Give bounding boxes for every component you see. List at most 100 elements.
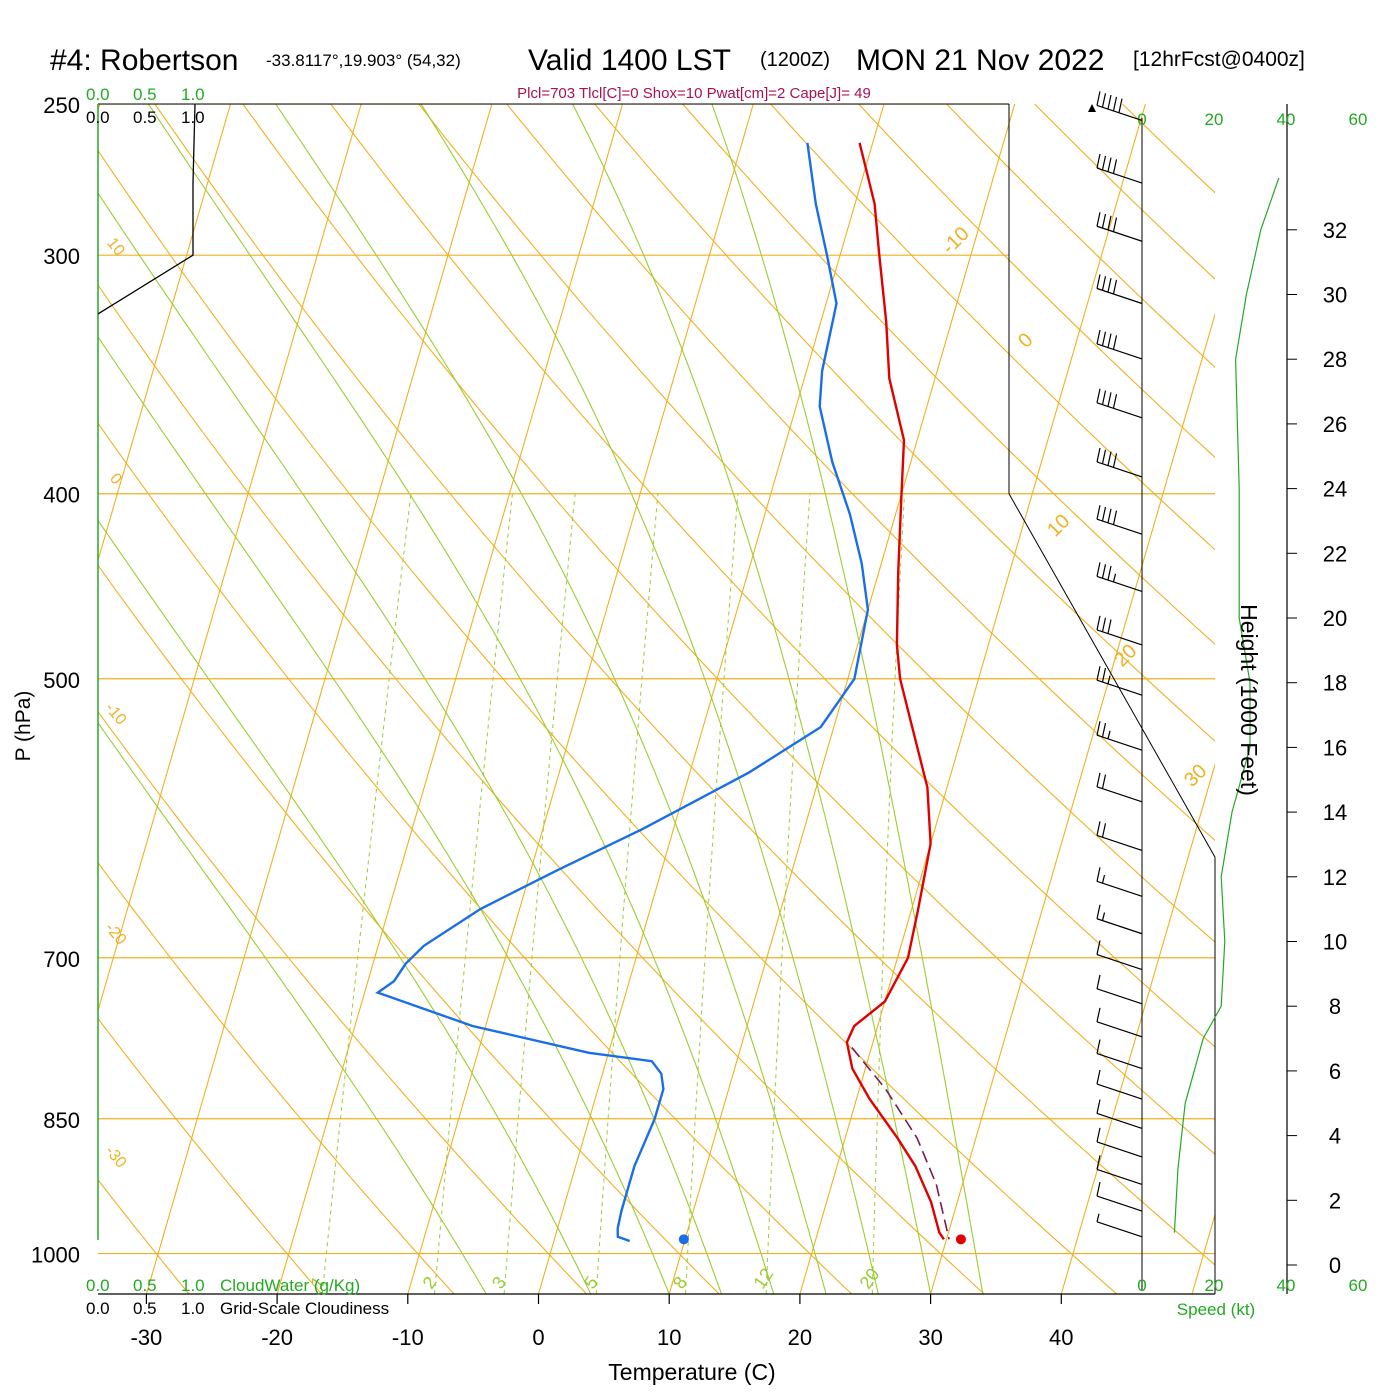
pressure-tick-label: 700 — [43, 947, 80, 972]
isotherm-line — [407, 104, 754, 1294]
wind-barb-staff — [1096, 1168, 1143, 1185]
isotherm-line — [98, 104, 362, 1013]
wind-barb-flag — [1101, 213, 1107, 229]
wind-barb — [1096, 91, 1143, 121]
height-tick-label: 16 — [1323, 735, 1347, 760]
wind-barb-flag — [1107, 94, 1112, 110]
wind-barb-flag — [1096, 940, 1101, 955]
dry-adiabat-label: -30 — [102, 1143, 130, 1172]
isotherm-line — [1060, 762, 1215, 1294]
mixing-ratio-line — [871, 493, 905, 1294]
wind-barb-flag — [1112, 279, 1118, 295]
wind-barb — [1096, 1213, 1143, 1238]
mixing-ratio-label: 20 — [856, 1264, 884, 1292]
isotherm-label: 30 — [1180, 760, 1211, 791]
dry-adiabat-label: -20 — [102, 920, 130, 949]
wind-barb-flag — [1096, 447, 1101, 463]
wind-barb-flag — [1101, 155, 1107, 170]
isotherm-line — [668, 104, 1016, 1294]
plot-frame — [97, 103, 1216, 1304]
wind-barb-staff — [1096, 1021, 1143, 1038]
isotherm-line — [1191, 1212, 1215, 1294]
isotherm-line — [276, 104, 624, 1294]
height-tick-label: 14 — [1323, 800, 1347, 825]
wind-barb-flag — [1096, 666, 1101, 681]
x-tick-label: 0 — [532, 1325, 544, 1350]
wind-barb — [1096, 562, 1143, 592]
isotherm-label: -10 — [938, 223, 974, 259]
wind-barb-staff — [1096, 1141, 1143, 1158]
dry-adiabat-line — [682, 104, 1215, 646]
speed-tick-label-bottom: 0 — [1137, 1276, 1146, 1295]
wind-barb — [1096, 388, 1143, 419]
wind-barb-flag — [1112, 335, 1118, 350]
wind-barb-staff — [1096, 1112, 1143, 1130]
y-axis-title: P (hPa) — [12, 691, 35, 762]
height-tick-label: 2 — [1329, 1188, 1341, 1213]
frame-right-diagonal — [1008, 493, 1216, 858]
height-tick-label: 18 — [1323, 671, 1347, 696]
wind-barb-flag — [1112, 217, 1118, 232]
wind-barb — [1096, 1099, 1143, 1130]
wind-barb-flag — [1101, 617, 1107, 632]
wind-barb-half-flag — [1096, 1213, 1100, 1222]
cloudiness-bottom-1: 0.5 — [133, 1299, 157, 1318]
cloudiness-top-1: 0.5 — [133, 108, 157, 127]
wind-barb-flag — [1101, 506, 1107, 522]
wind-barb-half-flag — [1107, 730, 1111, 739]
wind-barb-flag — [1096, 388, 1101, 403]
wind-barb-staff — [1096, 461, 1143, 478]
mixing-ratio-line — [595, 493, 659, 1294]
cloud-scale-bottom: 0.0 0.5 1.0 CloudWater (g/Kg) 0.0 0.5 1.… — [86, 1276, 389, 1318]
wind-barb-flag — [1112, 96, 1118, 111]
valid-time: Valid 1400 LST — [528, 44, 731, 77]
moist-adiabat-line — [275, 104, 827, 1294]
wind-barb-flag — [1096, 867, 1101, 882]
cloudiness-top-0: 0.0 — [86, 108, 110, 127]
height-tick-label: 28 — [1323, 347, 1347, 372]
station-coords: -33.8117°,19.903° (54,32) — [266, 51, 461, 70]
moist-adiabat-line — [420, 104, 879, 1294]
wind-barb-flag — [1107, 508, 1112, 523]
speed-tick-label-top: 40 — [1277, 110, 1296, 129]
wind-top-marker — [1088, 104, 1096, 112]
height-tick-label: 32 — [1323, 218, 1347, 243]
wind-barb-flag — [1101, 390, 1107, 405]
moist-adiabat-line — [147, 104, 775, 1294]
cloudwater-top-0: 0.0 — [86, 85, 110, 104]
wind-barb — [1096, 772, 1143, 803]
wind-barb-flag — [1101, 276, 1107, 291]
height-tick-label: 8 — [1329, 994, 1341, 1019]
speed-tick-label-top: 20 — [1205, 110, 1224, 129]
speed-tick-label-bottom: 20 — [1205, 1276, 1224, 1295]
wind-barb-staff — [1096, 988, 1143, 1005]
wind-barb — [1096, 974, 1143, 1005]
wind-barb-flag — [1096, 821, 1101, 836]
speed-tick-label-bottom: 40 — [1277, 1276, 1296, 1295]
wind-barb-flag — [1101, 93, 1107, 108]
height-tick-label: 0 — [1329, 1253, 1341, 1278]
dry-adiabat-line — [506, 104, 1215, 842]
height-tick-label: 24 — [1323, 477, 1347, 502]
wind-barb-flag — [1112, 453, 1118, 468]
isotherm-line — [98, 104, 232, 563]
wind-barb-staff — [1096, 734, 1143, 751]
wind-barb-staff — [1096, 343, 1143, 360]
wind-barb — [1096, 1181, 1143, 1212]
x-tick-label: 10 — [657, 1325, 681, 1350]
speed-tick-label-top: 60 — [1349, 110, 1368, 129]
wind-barb-flag — [1112, 510, 1118, 525]
dry-adiabat-line — [98, 710, 587, 1294]
dry-adiabat-line — [98, 861, 455, 1294]
mixing-ratio-label: 3 — [488, 1273, 510, 1293]
wind-barb-flag — [1096, 615, 1101, 631]
wind-barb — [1096, 153, 1143, 184]
isotherm-line — [799, 104, 1146, 1294]
height-tick-label: 10 — [1323, 930, 1347, 955]
date-label: MON 21 Nov 2022 — [856, 44, 1104, 77]
cloudiness-bottom-2: 1.0 — [181, 1299, 205, 1318]
forecast-label: [12hrFcst@0400z] — [1133, 48, 1305, 71]
wind-barb-flag — [1101, 774, 1107, 789]
cloudwater-top-1: 0.5 — [133, 85, 157, 104]
wind-barb-flag — [1112, 394, 1118, 409]
